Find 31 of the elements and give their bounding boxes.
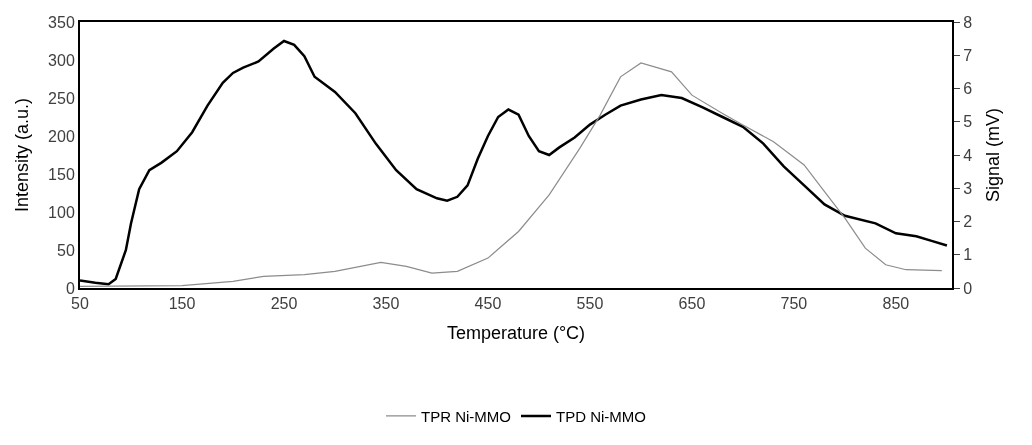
y2-tick-label: 4 [963, 146, 973, 164]
y-tick-label: 0 [65, 279, 75, 297]
y2-tick-label: 5 [963, 113, 973, 131]
y2-tick-label: 7 [963, 46, 973, 64]
x-tick-label: 450 [474, 295, 502, 313]
y-tick-label: 150 [48, 165, 75, 183]
x-tick-label: 750 [780, 295, 808, 313]
legend-label: TPR Ni-MMO [421, 407, 511, 425]
y-tick-label: 50 [57, 241, 75, 259]
y-tick-label: 100 [48, 203, 75, 221]
x-tick-label: 250 [270, 295, 298, 313]
y2-tick-label: 6 [963, 80, 973, 98]
x-tick-label: 150 [168, 295, 196, 313]
y2-tick-label: 1 [963, 246, 973, 264]
x-tick-label: 550 [576, 295, 604, 313]
y-tick-label: 200 [48, 127, 75, 145]
y2-axis-title: Signal (mV) [982, 107, 1003, 203]
x-tick-label: 350 [372, 295, 400, 313]
y2-tick-label: 3 [963, 179, 973, 197]
x-tick-label: 50 [71, 295, 89, 313]
x-axis-title: Temperature (°C) [446, 322, 586, 343]
y-axis-title: Intensity (a.u.) [11, 97, 32, 213]
y2-tick-label: 8 [963, 13, 973, 31]
y-tick-label: 300 [48, 51, 75, 69]
x-tick-label: 650 [678, 295, 706, 313]
y2-tick-label: 0 [963, 279, 973, 297]
x-tick-label: 850 [882, 295, 910, 313]
y-tick-label: 250 [48, 89, 75, 107]
y-tick-label: 350 [48, 13, 75, 31]
legend-label: TPD Ni-MMO [556, 407, 646, 425]
y2-tick-label: 2 [963, 213, 973, 231]
